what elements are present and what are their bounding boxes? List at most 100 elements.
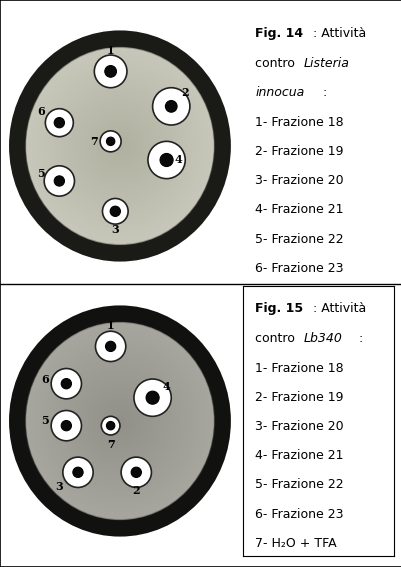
Text: 5: 5 (41, 416, 49, 426)
Ellipse shape (49, 71, 191, 221)
Ellipse shape (47, 70, 192, 222)
Ellipse shape (31, 328, 208, 514)
Ellipse shape (78, 378, 161, 464)
Text: 2- Frazione 19: 2- Frazione 19 (255, 391, 343, 404)
Ellipse shape (49, 346, 191, 496)
Ellipse shape (97, 122, 142, 170)
Ellipse shape (89, 388, 151, 454)
Text: :: : (318, 86, 326, 99)
Ellipse shape (75, 99, 165, 193)
Ellipse shape (33, 330, 207, 512)
Ellipse shape (69, 369, 170, 473)
Circle shape (44, 166, 74, 196)
Ellipse shape (50, 73, 189, 219)
Ellipse shape (83, 383, 156, 459)
Ellipse shape (80, 379, 160, 463)
Ellipse shape (34, 57, 205, 235)
Ellipse shape (54, 77, 186, 215)
Circle shape (165, 100, 176, 112)
Text: :: : (354, 332, 362, 345)
Text: 4- Frazione 21: 4- Frazione 21 (255, 450, 343, 462)
Ellipse shape (118, 144, 122, 148)
Circle shape (160, 154, 173, 167)
Text: 7- H₂O + TFA: 7- H₂O + TFA (255, 291, 336, 304)
Text: 4: 4 (162, 380, 170, 392)
Ellipse shape (36, 59, 203, 233)
Ellipse shape (29, 52, 210, 240)
Text: Fig. 15: Fig. 15 (255, 303, 303, 315)
Ellipse shape (57, 81, 182, 211)
Ellipse shape (87, 112, 153, 180)
Circle shape (152, 88, 189, 125)
Text: contro: contro (255, 57, 298, 70)
Ellipse shape (68, 366, 172, 476)
Ellipse shape (99, 124, 140, 168)
Ellipse shape (61, 359, 178, 483)
Ellipse shape (61, 84, 178, 208)
Ellipse shape (34, 332, 205, 510)
Ellipse shape (75, 374, 165, 468)
Circle shape (146, 391, 159, 404)
Circle shape (94, 55, 127, 88)
Circle shape (61, 379, 71, 389)
Text: 4: 4 (174, 154, 182, 166)
Ellipse shape (71, 95, 168, 197)
Ellipse shape (113, 414, 127, 428)
Ellipse shape (24, 321, 215, 521)
Text: 7- H₂O + TFA: 7- H₂O + TFA (255, 536, 336, 549)
Circle shape (101, 416, 119, 435)
Ellipse shape (73, 97, 166, 195)
Ellipse shape (19, 316, 220, 526)
Circle shape (61, 421, 71, 431)
Ellipse shape (85, 109, 154, 183)
Ellipse shape (83, 108, 156, 184)
Ellipse shape (107, 133, 132, 159)
Ellipse shape (21, 318, 219, 524)
Ellipse shape (64, 88, 175, 204)
Ellipse shape (81, 381, 158, 461)
Ellipse shape (116, 417, 123, 425)
Ellipse shape (52, 350, 187, 492)
Circle shape (106, 137, 115, 146)
Ellipse shape (59, 357, 180, 485)
Text: Lb340: Lb340 (303, 332, 342, 345)
Ellipse shape (38, 336, 201, 506)
Circle shape (148, 141, 185, 179)
Ellipse shape (55, 354, 184, 488)
Ellipse shape (55, 79, 184, 213)
Ellipse shape (22, 319, 217, 523)
Ellipse shape (111, 137, 128, 155)
Ellipse shape (63, 361, 177, 481)
Ellipse shape (95, 121, 144, 171)
Circle shape (134, 379, 171, 416)
Ellipse shape (59, 82, 180, 210)
Text: 1: 1 (107, 45, 114, 56)
Ellipse shape (92, 392, 148, 450)
Circle shape (102, 198, 128, 224)
Circle shape (110, 206, 120, 217)
Ellipse shape (40, 62, 199, 230)
Ellipse shape (106, 407, 134, 435)
Circle shape (106, 421, 115, 430)
Ellipse shape (99, 399, 140, 443)
Ellipse shape (68, 91, 172, 201)
Ellipse shape (94, 119, 146, 174)
Ellipse shape (57, 356, 182, 486)
Text: 5: 5 (37, 168, 45, 180)
Ellipse shape (85, 384, 154, 458)
Text: 5- Frazione 22: 5- Frazione 22 (255, 479, 343, 492)
Circle shape (73, 467, 83, 477)
Text: 7: 7 (107, 439, 114, 450)
Ellipse shape (66, 365, 173, 477)
Ellipse shape (118, 419, 122, 423)
Text: innocua: innocua (255, 86, 304, 99)
Ellipse shape (111, 412, 128, 430)
Ellipse shape (45, 343, 194, 499)
Ellipse shape (22, 44, 217, 248)
Ellipse shape (50, 348, 189, 494)
Ellipse shape (90, 390, 149, 452)
Circle shape (131, 467, 141, 477)
Circle shape (51, 411, 81, 441)
Ellipse shape (95, 396, 144, 446)
Ellipse shape (89, 113, 151, 179)
